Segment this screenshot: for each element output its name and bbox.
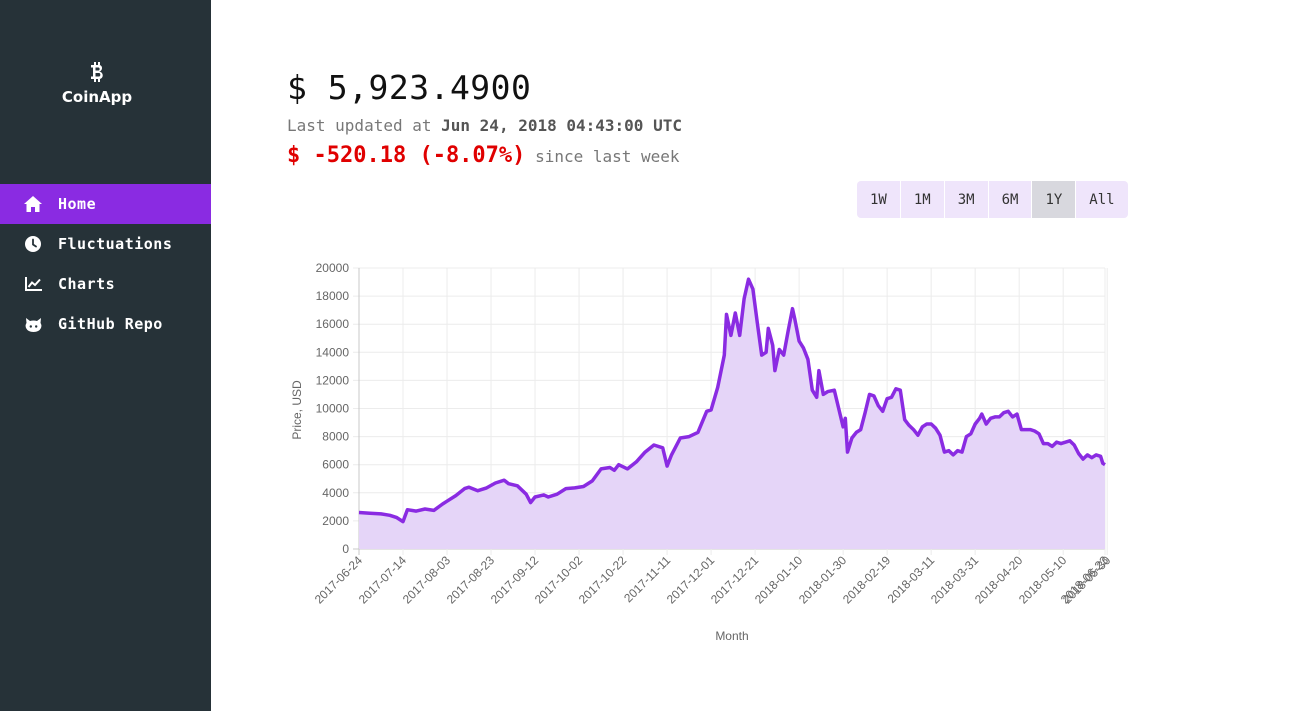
y-axis-title: Price, USD [290,380,304,440]
change-value: $ -520.18 (-8.07%) [287,143,526,168]
y-tick-label: 20000 [316,261,350,275]
clock-icon [24,235,42,253]
weekly-change: $ -520.18 (-8.07%) since last week [287,143,680,168]
brand-name: CoinApp [61,88,133,106]
y-tick-label: 14000 [316,345,350,359]
last-updated: Last updated at Jun 24, 2018 04:43:00 UT… [287,116,682,135]
sidebar-nav: Home Fluctuations Charts GitHub Repo [0,184,211,344]
range-selector: 1W 1M 3M 6M 1Y All [857,181,1128,218]
sidebar-item-label: GitHub Repo [58,315,163,333]
home-icon [24,195,42,213]
price-line [358,277,1106,524]
github-icon [24,315,42,333]
y-tick-label: 2000 [322,514,349,528]
range-button-1m[interactable]: 1M [900,181,945,218]
range-button-all[interactable]: All [1076,181,1128,218]
sidebar-item-label: Charts [58,275,116,293]
current-price: $ 5,923.4900 [287,68,532,107]
line-chart-icon [24,275,42,293]
price-chart: 0 2000 4000 6000 8000 10000 12000 14000 16000 180… [290,261,1114,643]
y-tick-label: 0 [342,542,349,556]
y-tick-label: 12000 [316,373,350,387]
x-axis-title: Month [715,629,748,643]
y-tick-label: 16000 [316,317,350,331]
last-updated-time: Jun 24, 2018 04:43:00 UTC [441,116,682,135]
range-button-3m[interactable]: 3M [944,181,989,218]
range-button-1w[interactable]: 1W [857,181,901,218]
range-button-1y[interactable]: 1Y [1032,181,1077,218]
y-tick-label: 8000 [322,430,349,444]
y-tick-label: 10000 [316,402,350,416]
brand[interactable]: CoinApp [0,62,194,106]
sidebar-item-label: Fluctuations [58,235,173,253]
x-tick-label: 2018-02-19 [840,553,894,607]
price-area [359,279,1105,549]
y-tick-label: 4000 [322,486,349,500]
y-tick-label: 6000 [322,458,349,472]
sidebar-item-label: Home [58,195,97,213]
change-suffix: since last week [535,147,680,166]
x-tick-label: 2017-10-22 [576,553,630,607]
last-updated-label: Last updated at [287,116,432,135]
y-tick-label: 18000 [316,289,350,303]
sidebar-item-charts[interactable]: Charts [0,264,211,304]
sidebar-item-home[interactable]: Home [0,184,211,224]
range-button-6m[interactable]: 6M [988,181,1033,218]
bitcoin-icon [91,62,103,82]
sidebar-item-github-repo[interactable]: GitHub Repo [0,304,211,344]
sidebar: CoinApp Home Fluctuations Charts GitHub … [0,0,211,711]
sidebar-item-fluctuations[interactable]: Fluctuations [0,224,211,264]
